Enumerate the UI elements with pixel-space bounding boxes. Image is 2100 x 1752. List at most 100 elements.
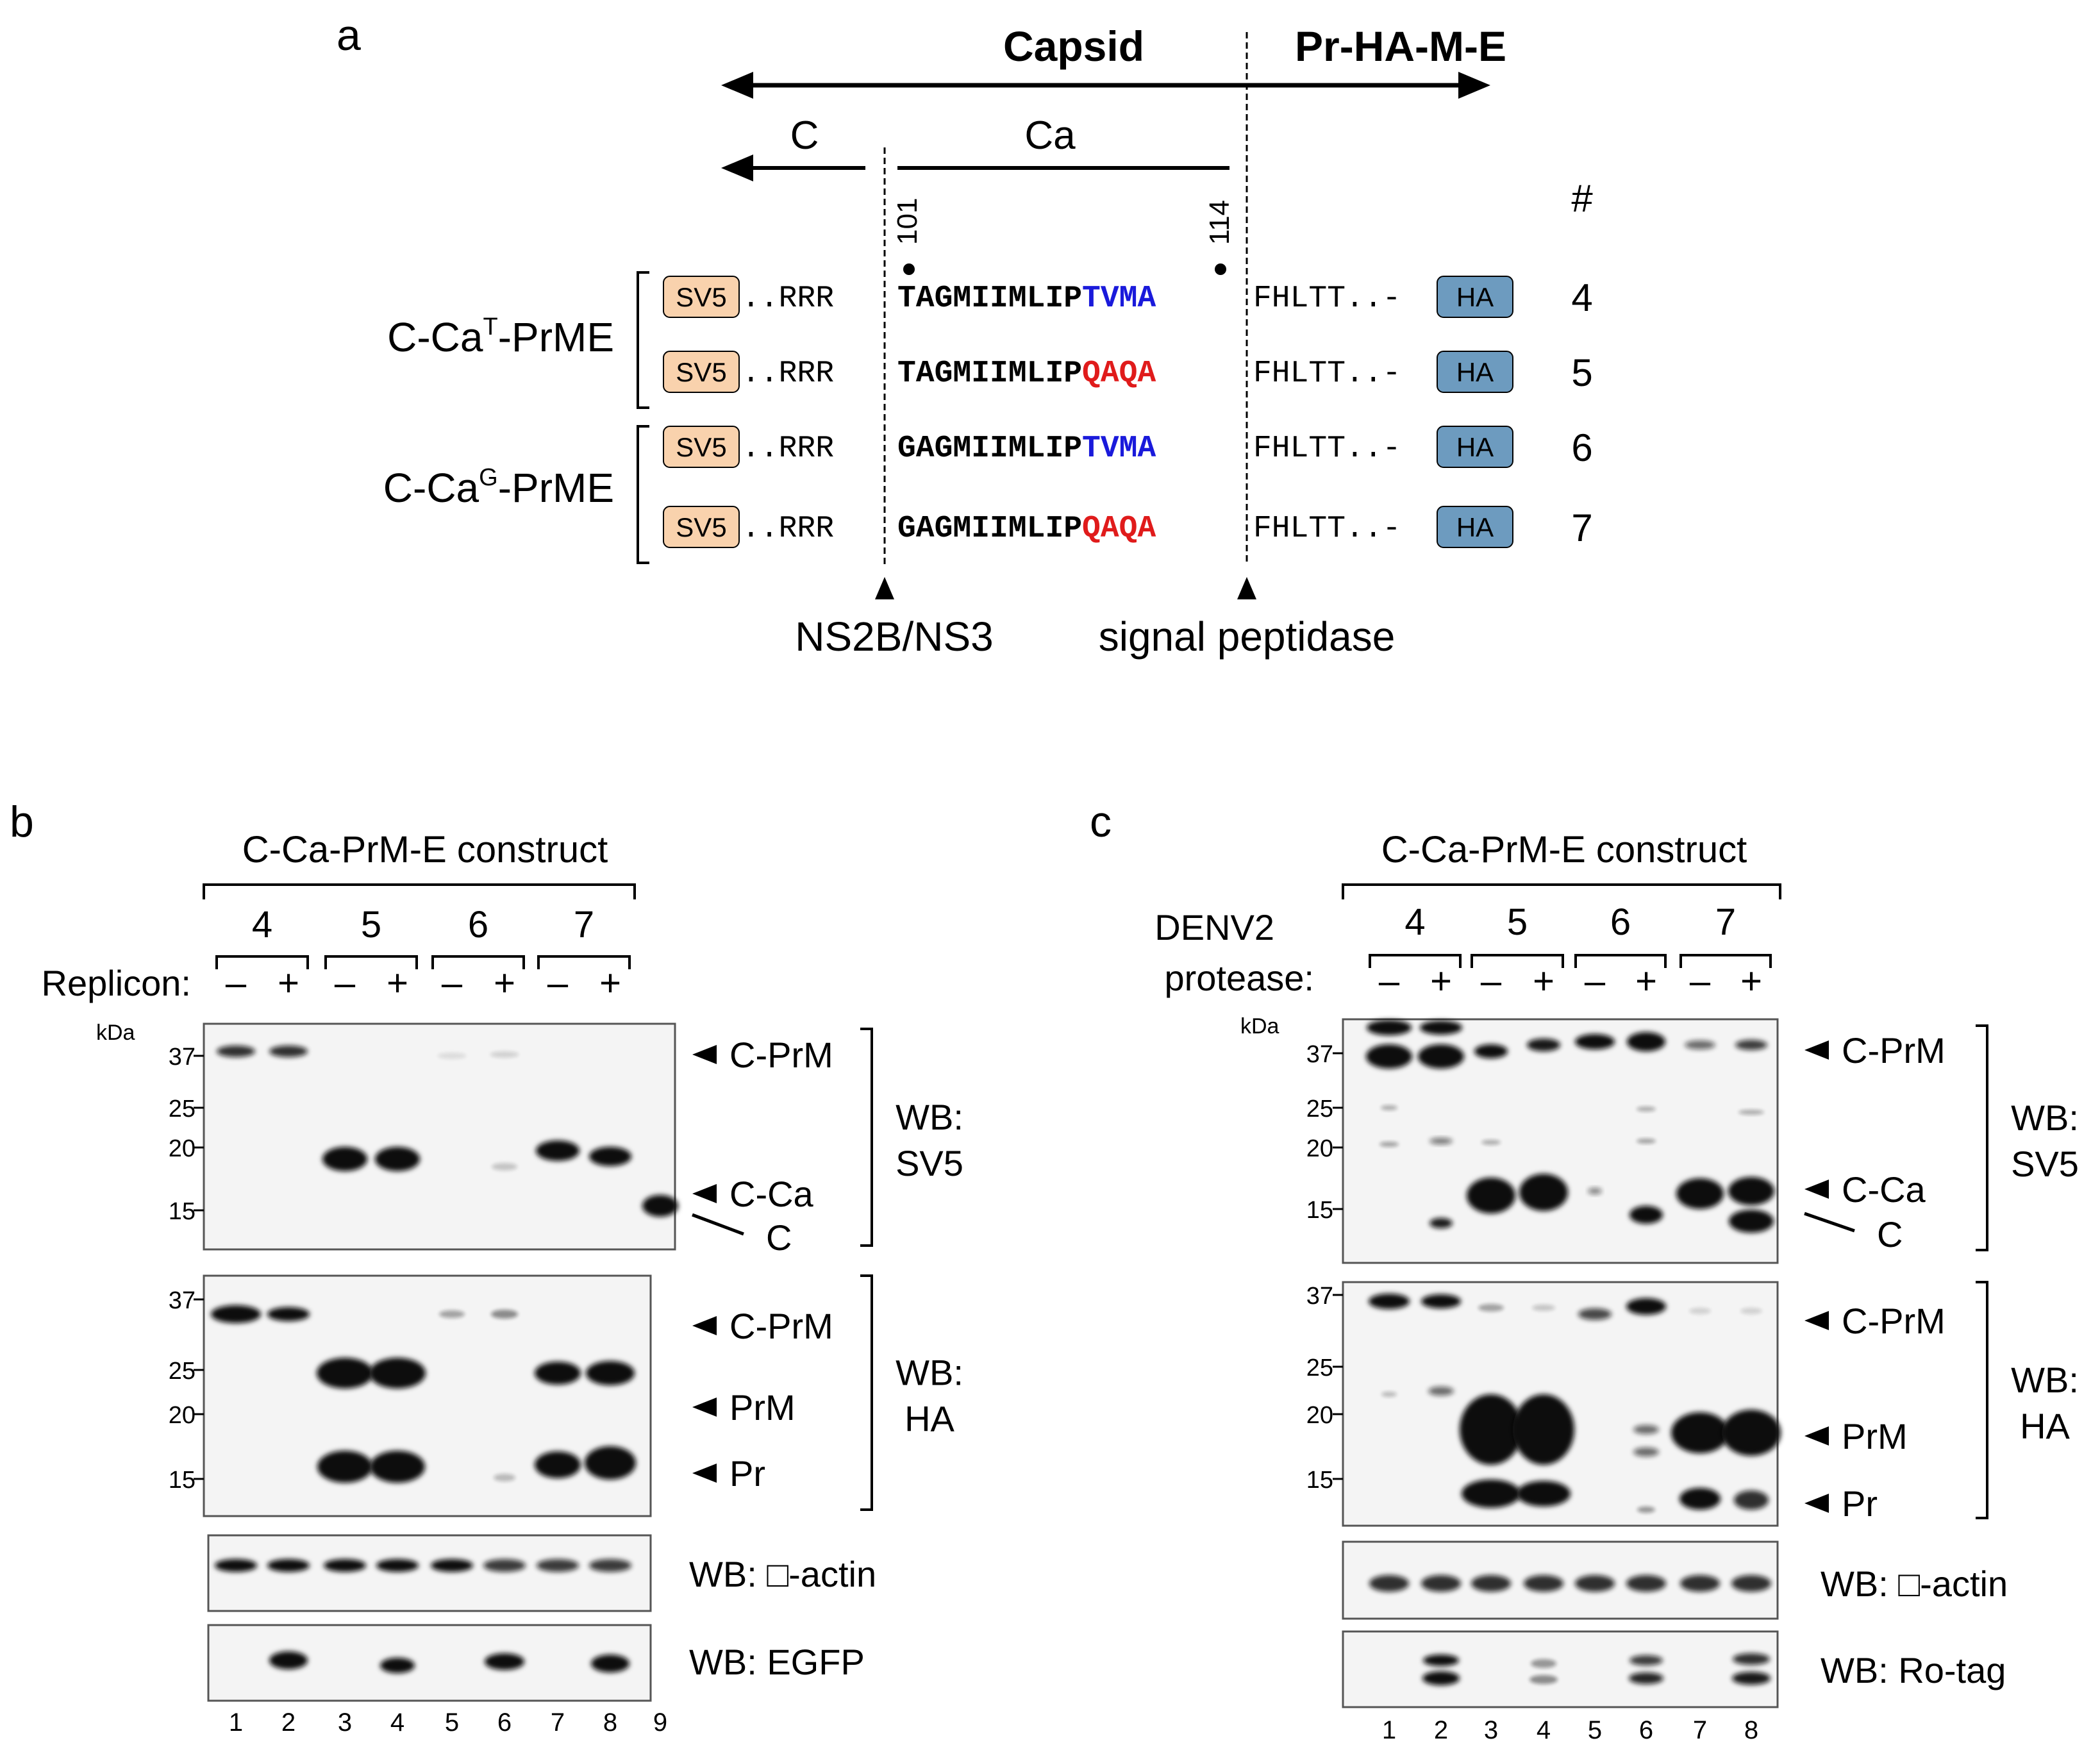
size-marker-label: 15 xyxy=(1306,1467,1333,1494)
sv5-band xyxy=(492,1163,517,1171)
size-marker-label: 20 xyxy=(1306,1402,1333,1429)
actin-band xyxy=(1421,1575,1461,1592)
minus-sign: – xyxy=(226,962,247,1004)
sv5-band xyxy=(1575,1034,1615,1049)
ha-tag-box xyxy=(1437,276,1513,318)
actin-band xyxy=(215,1559,257,1572)
sequence-prefix: ..RRR xyxy=(742,431,834,466)
construct-number: 7 xyxy=(1715,901,1736,943)
sv5-tag-label: SV5 xyxy=(676,357,726,387)
size-marker-label: 25 xyxy=(1306,1355,1333,1381)
band-arrowhead xyxy=(692,1184,717,1203)
sv5-band xyxy=(1481,1140,1501,1145)
lane-pair-bracket xyxy=(1471,954,1564,968)
sequence-row: SV5 ..RRR GAGMIIMLIPTVMA FHLTT..- HA 6 xyxy=(663,426,1593,469)
sv5-band xyxy=(1676,1178,1724,1209)
plus-sign: + xyxy=(1740,960,1762,1002)
ha-band xyxy=(1740,1308,1762,1314)
ha-band xyxy=(1428,1387,1454,1396)
sv5-band xyxy=(1729,1210,1774,1233)
construct-number: 4 xyxy=(1404,901,1425,943)
c-arrow xyxy=(721,154,865,181)
sv5-band xyxy=(490,1051,519,1058)
size-marker-label: 25 xyxy=(1306,1096,1333,1122)
panel-b-sv5-markers: 37 25 20 15 xyxy=(169,1044,204,1225)
sv5-band xyxy=(1429,1138,1453,1144)
panel-b-sv5-bands xyxy=(217,1046,678,1217)
rotag-band xyxy=(1422,1671,1460,1685)
blot-bracket xyxy=(1976,1281,1988,1519)
ha-band xyxy=(317,1451,372,1483)
ha-band xyxy=(491,1310,518,1319)
sv5-band xyxy=(1637,1139,1656,1144)
ha-band xyxy=(1637,1506,1655,1513)
egfp-band xyxy=(380,1658,415,1673)
minus-sign: – xyxy=(335,962,356,1004)
ha-band xyxy=(1381,1392,1397,1397)
ha-tag-label: HA xyxy=(1456,432,1494,462)
panel-b-lane-numbers: 1 2 3 4 5 6 7 8 9 xyxy=(229,1708,667,1737)
ha-band xyxy=(1626,1298,1666,1315)
sequence-prefix: ..RRR xyxy=(742,512,834,546)
c-segment-label: C xyxy=(790,113,819,158)
size-marker-label: 37 xyxy=(1306,1041,1333,1068)
ha-band xyxy=(1689,1308,1711,1314)
actin-band xyxy=(1626,1575,1666,1592)
lane-number: 8 xyxy=(1744,1716,1758,1744)
prhame-label: Pr-HA-M-E xyxy=(1295,22,1506,70)
construct-number: 7 xyxy=(574,904,594,946)
wb-label-line-2: SV5 xyxy=(896,1143,963,1183)
ca-sequence-core: GAGMIIMLIP xyxy=(897,512,1082,546)
actin-band xyxy=(324,1559,366,1572)
ca-sequence-tail: QAQA xyxy=(1082,512,1156,546)
panel-b-actin-blot xyxy=(207,1534,652,1612)
label-c-prm: C-PrM xyxy=(692,1035,833,1075)
panel-b-construct-title: C-Ca-PrM-E construct xyxy=(242,829,608,871)
sv5-band xyxy=(375,1147,420,1171)
panel-b-ha-markers: 37 25 20 15 xyxy=(169,1287,204,1494)
minus-sign: – xyxy=(547,962,569,1004)
egfp-band xyxy=(591,1655,629,1673)
minus-sign: – xyxy=(1481,960,1502,1002)
group-g-label: C-CaG-PrME xyxy=(383,464,614,511)
label-c: C xyxy=(1804,1212,1903,1255)
lane-pair-bracket xyxy=(1369,954,1462,968)
panel-c-actin-bands xyxy=(1369,1575,1771,1592)
panel-b-actin-bands xyxy=(215,1559,631,1572)
plus-sign: + xyxy=(494,962,515,1004)
band-arrowhead xyxy=(692,1397,717,1417)
actin-band xyxy=(267,1559,310,1572)
ha-band xyxy=(585,1446,636,1480)
rotag-band xyxy=(1531,1659,1556,1668)
sv5-band xyxy=(1637,1106,1656,1112)
band-arrowhead xyxy=(1804,1426,1829,1446)
sv5-band xyxy=(1381,1105,1397,1110)
minus-sign: – xyxy=(1585,960,1606,1002)
band-arrowhead xyxy=(1804,1311,1829,1330)
wb-egfp-label: WB: EGFP xyxy=(689,1642,865,1682)
group-g-bracket xyxy=(637,425,649,564)
rotag-band xyxy=(1733,1653,1770,1665)
sv5-band xyxy=(1429,1218,1453,1228)
actin-band xyxy=(1731,1575,1771,1592)
ha-band xyxy=(1722,1410,1781,1456)
plus-sign: + xyxy=(599,962,621,1004)
sv5-band xyxy=(642,1195,678,1217)
wb-ha-label: WB: HA xyxy=(860,1274,963,1511)
size-marker-label: 20 xyxy=(169,1135,196,1162)
size-marker-label: 25 xyxy=(169,1358,196,1385)
position-101-marker: 101 xyxy=(892,198,923,275)
panel-c-ha-markers: 37 25 20 15 xyxy=(1306,1283,1343,1494)
sv5-band xyxy=(589,1147,631,1166)
band-label-text: C-PrM xyxy=(729,1306,833,1346)
egfp-band xyxy=(485,1653,524,1670)
label-c: C xyxy=(692,1213,792,1258)
actin-band xyxy=(376,1559,419,1572)
actin-band xyxy=(537,1559,579,1572)
plus-sign: + xyxy=(1635,960,1657,1002)
blot-bracket xyxy=(860,1028,873,1247)
ca-sequence: GAGMIIMLIPQAQA xyxy=(897,512,1156,546)
ca-sequence-tail: TVMA xyxy=(1082,431,1156,466)
ha-band xyxy=(1460,1394,1522,1465)
ha-band xyxy=(1462,1480,1521,1508)
